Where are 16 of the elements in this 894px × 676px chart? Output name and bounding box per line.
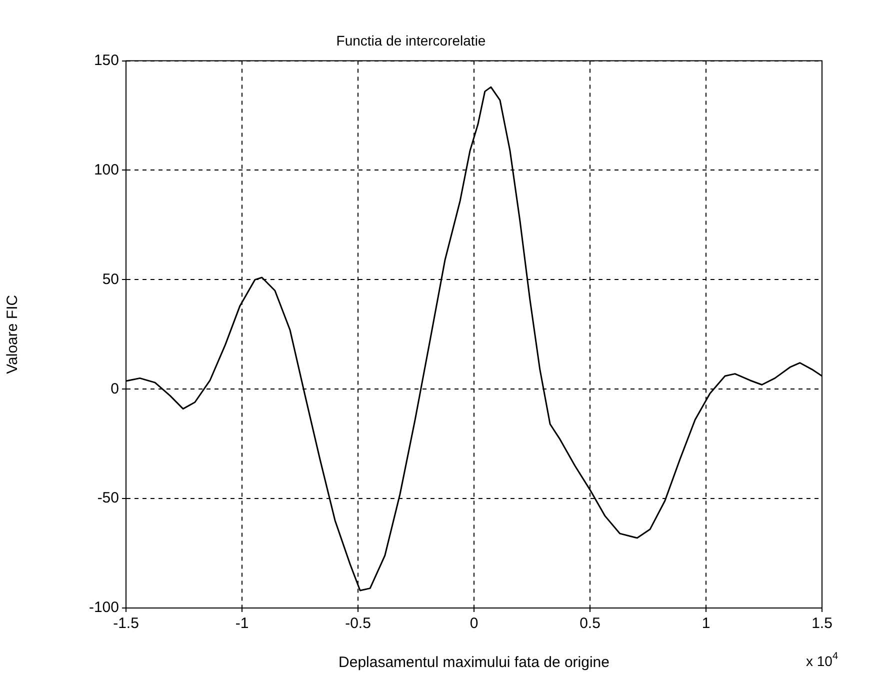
x-tick-label: 1.5 [812,615,832,632]
y-tick-label: 0 [110,380,119,398]
y-axis-title: Valoare FIC [4,294,22,374]
y-tick-label: -50 [97,490,119,507]
y-tick-label: 100 [94,161,119,178]
x-tick-label: -0.5 [345,615,371,632]
x-tick-label: 0.5 [580,615,600,632]
y-tick-label: 150 [94,52,119,69]
x-axis-title: Deplasamentul maximului fata de origine [338,654,610,672]
x-tick-label: -1.5 [113,615,139,632]
x-tick-label: 0 [470,615,478,632]
chart-title: Functia de intercorelatie [336,32,486,48]
x-tick-label: 1 [702,615,710,632]
y-tick-label: 50 [102,270,119,288]
y-tick-label: -100 [88,599,119,616]
x-tick-label: -1 [235,615,249,632]
